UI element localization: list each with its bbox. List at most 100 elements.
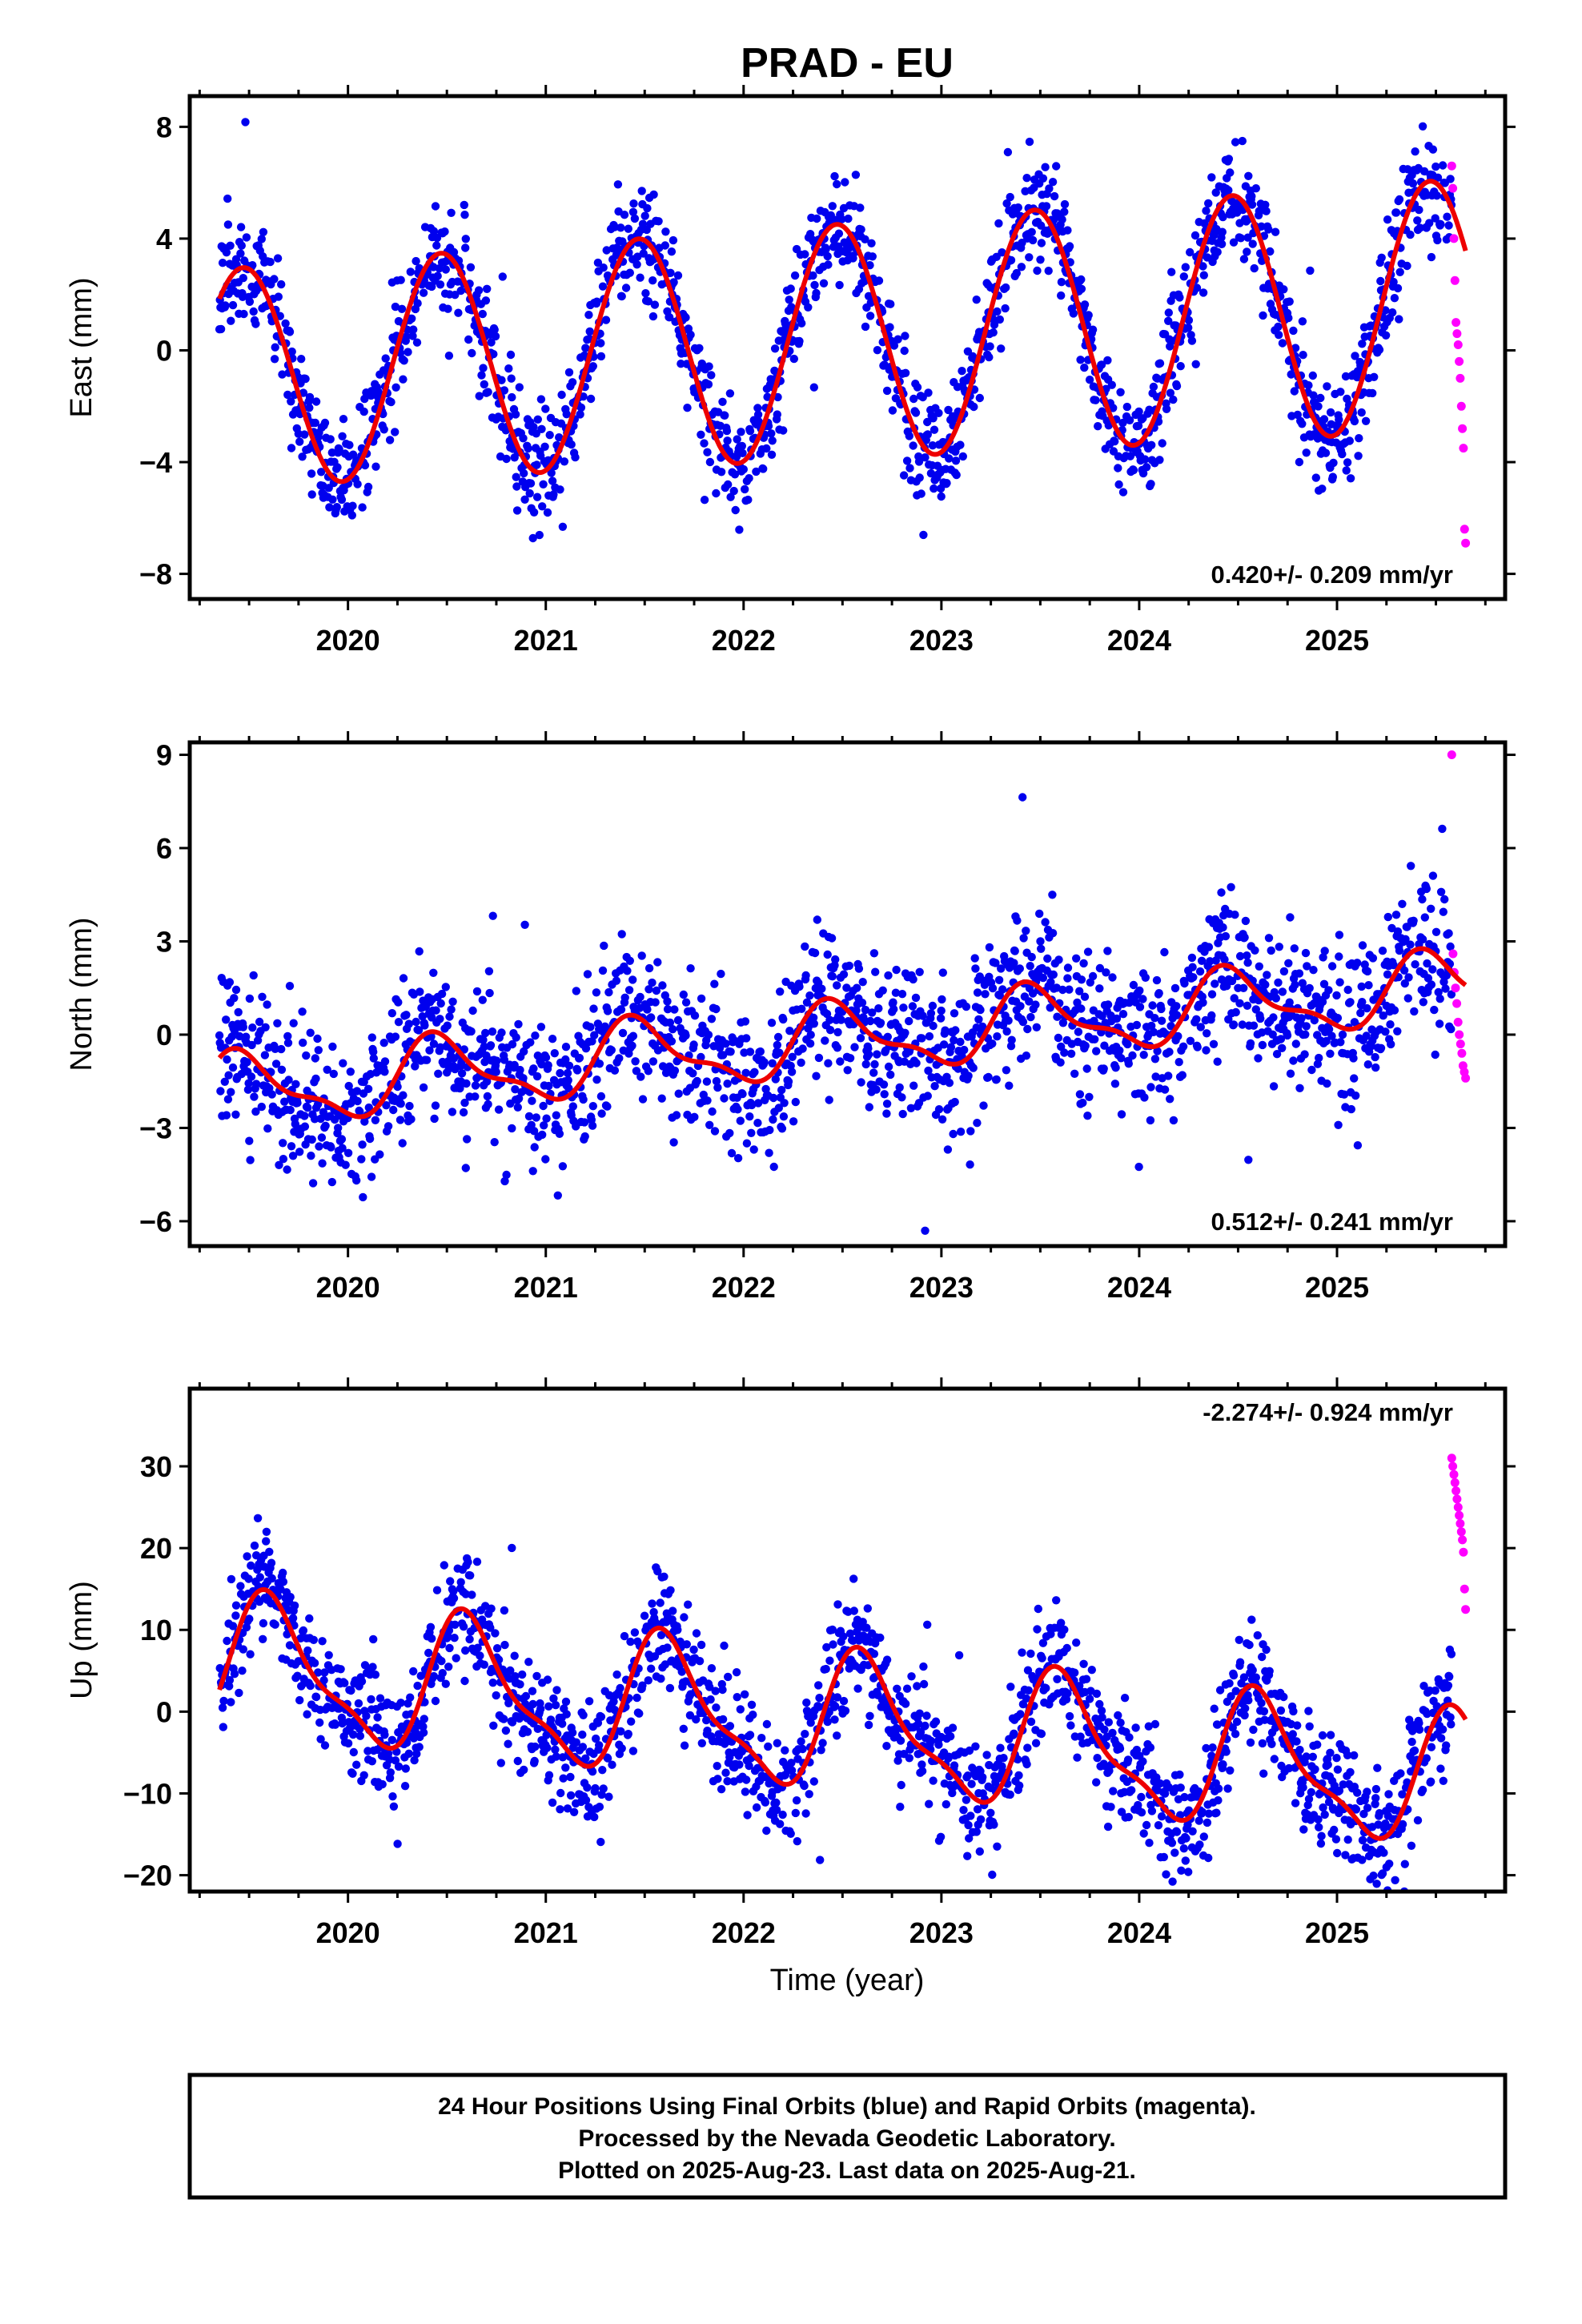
north-final-point [540, 1121, 548, 1130]
east-final-point [681, 313, 690, 322]
north-final-point [753, 1099, 763, 1108]
north-final-point [1286, 913, 1295, 922]
north-final-point [812, 1072, 821, 1080]
east-final-point [990, 320, 999, 329]
east-final-point [1395, 267, 1404, 276]
east-rapid-point [1456, 401, 1466, 411]
north-final-point [988, 983, 998, 993]
east-final-point [1175, 293, 1184, 302]
north-final-point [215, 1031, 224, 1040]
up-final-point [762, 1826, 771, 1835]
north-final-point [833, 981, 841, 990]
north-final-point [658, 1062, 668, 1071]
north-final-point [1092, 1047, 1101, 1055]
north-final-point [670, 1066, 680, 1076]
east-final-point [767, 429, 776, 438]
north-final-point [651, 998, 660, 1007]
up-final-point [962, 1795, 971, 1804]
east-final-point [1350, 416, 1359, 426]
east-final-point [1164, 316, 1173, 325]
north-xtick-label: 2022 [712, 1271, 776, 1304]
north-final-point [1115, 1046, 1124, 1055]
up-final-point [450, 1634, 459, 1642]
up-final-point [679, 1724, 688, 1733]
north-final-point [1077, 975, 1086, 984]
east-final-point [371, 462, 380, 471]
north-final-point [689, 1069, 697, 1078]
east-final-point [909, 441, 917, 450]
east-final-point [432, 241, 441, 250]
up-final-point [359, 1771, 368, 1779]
up-final-point [375, 1694, 385, 1703]
north-final-point [1295, 969, 1304, 978]
north-final-point [879, 1080, 889, 1089]
north-final-point [985, 943, 994, 952]
east-final-point [1395, 315, 1403, 324]
north-final-point [1054, 1033, 1063, 1043]
east-final-point [1393, 283, 1403, 293]
north-final-point [243, 1085, 253, 1094]
east-final-point [1003, 147, 1013, 157]
north-final-point [623, 967, 632, 975]
east-final-point [579, 392, 588, 401]
north-final-point [1174, 1058, 1183, 1067]
north-final-point [416, 987, 424, 996]
up-final-point [839, 1696, 849, 1706]
north-final-point [462, 1079, 471, 1088]
up-final-point [388, 1792, 397, 1801]
up-final-point [800, 1781, 809, 1791]
east-final-point [512, 506, 522, 515]
east-xtick-label: 2021 [514, 624, 578, 657]
up-final-point [862, 1623, 871, 1632]
north-final-point [945, 1079, 954, 1088]
north-final-point [1026, 962, 1034, 971]
north-final-point [1387, 1039, 1395, 1049]
up-final-point [362, 1711, 371, 1720]
north-final-point [1036, 937, 1045, 946]
north-final-point [231, 1110, 240, 1120]
north-rapid-orbit-points [1447, 750, 1471, 1083]
north-final-point [538, 1130, 547, 1140]
north-final-point [984, 1072, 993, 1082]
up-final-point [419, 1728, 428, 1737]
up-final-point [459, 1622, 468, 1631]
north-final-point [443, 1021, 452, 1030]
up-final-point [343, 1739, 353, 1748]
east-final-point [1006, 192, 1014, 202]
north-final-point [690, 1112, 699, 1122]
north-final-point [901, 1028, 909, 1038]
north-final-point [769, 1162, 778, 1172]
east-rapid-point [1453, 340, 1463, 349]
up-final-point [595, 1741, 604, 1750]
east-final-point [654, 217, 663, 226]
east-final-point [533, 415, 542, 424]
north-final-point [275, 1160, 283, 1170]
east-final-point [1041, 163, 1050, 171]
north-final-point [929, 1021, 938, 1031]
north-final-point [371, 1116, 380, 1125]
north-final-point [327, 1143, 335, 1152]
east-rate-label: 0.420+/- 0.209 mm/yr [1211, 561, 1453, 589]
north-final-point [1251, 1005, 1261, 1014]
up-final-point [747, 1700, 757, 1709]
north-final-point [323, 1065, 331, 1075]
north-final-point [1058, 985, 1067, 995]
up-final-point [223, 1636, 231, 1646]
north-final-point [805, 1039, 815, 1048]
north-final-point [343, 1148, 353, 1158]
east-final-point [1060, 207, 1069, 216]
east-final-point [900, 346, 909, 356]
east-final-point [1114, 480, 1123, 489]
north-final-point [809, 1019, 818, 1028]
up-final-point [528, 1699, 537, 1709]
east-final-point [986, 342, 994, 351]
east-final-point [475, 392, 484, 400]
east-final-point [830, 171, 839, 181]
east-final-point [1413, 216, 1422, 225]
up-final-point [805, 1790, 813, 1799]
east-final-point [325, 503, 334, 512]
east-final-point [1042, 202, 1051, 211]
north-final-point [472, 987, 482, 996]
north-final-point [845, 1054, 855, 1063]
up-final-point [544, 1771, 554, 1779]
